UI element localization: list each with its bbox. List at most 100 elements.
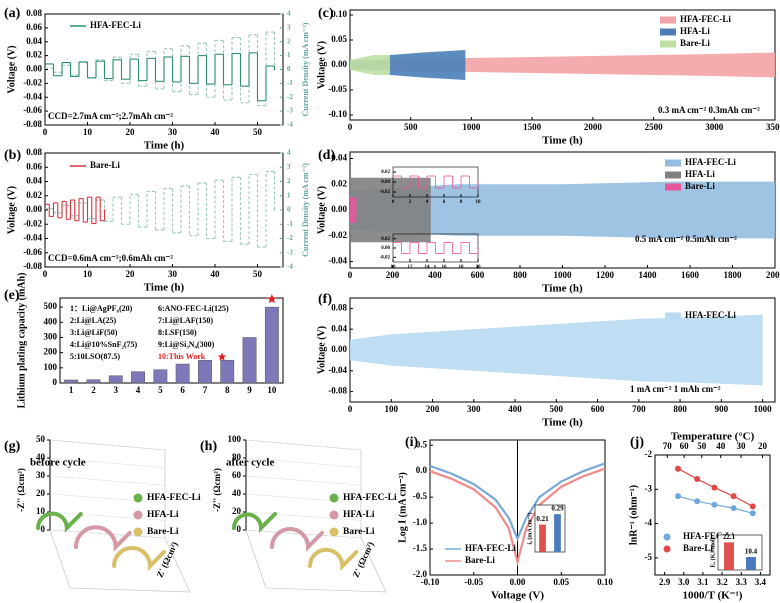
y2-tick-label: -3 [287, 248, 293, 256]
y2-tick-label: -2 [287, 93, 293, 101]
x-tick-label: 300 [467, 404, 481, 414]
x-tick-label: 400 [428, 270, 442, 280]
bar [242, 337, 257, 384]
y-tick-label: 0.04 [331, 153, 347, 163]
x-tick-label: 10 [83, 269, 93, 279]
x-tick-label: 0 [43, 127, 48, 137]
grid-line [245, 439, 362, 451]
voltage-band [350, 197, 357, 223]
y-tick-label: 0.00 [381, 180, 390, 185]
y2-tick-label: 0 [287, 206, 291, 214]
legend-label: Bare-Li [343, 527, 375, 537]
x-tick-label: 10 [83, 127, 93, 137]
x-tick-label: 2 [91, 385, 96, 395]
x-axis-label: Z' (Ωcm²) [351, 540, 376, 579]
x-tick-label: -0.10 [421, 577, 440, 587]
y-axis-label: Voltage (V) [316, 41, 327, 89]
x-tick-label: 40 [211, 269, 221, 279]
y-tick-label: 0.04 [26, 36, 42, 46]
y-axis-label: Voltage (V) [316, 326, 327, 374]
x-tick-label: 600 [591, 404, 605, 414]
y2-tick-label: 3 [287, 23, 291, 31]
x-tick-label: 2500 [645, 122, 664, 132]
y-tick-label: -0.04 [328, 365, 347, 375]
x-tick-label: 1000 [754, 404, 773, 414]
impedance-arc [74, 525, 132, 552]
y-tick-label: 0 [41, 524, 46, 534]
y-tick-label: 0.0 [416, 465, 428, 475]
x-axis-label: Time (h) [542, 135, 583, 147]
y2-tick-label: -3 [287, 107, 293, 115]
y-tick-label: -3 [645, 483, 653, 493]
y2-axis-label: Current Density (mA cm⁻²) [301, 22, 310, 116]
step-end [477, 181, 479, 183]
star-icon [267, 294, 277, 304]
y-tick-label: 0.02 [26, 190, 42, 200]
x-tick-label: 600 [471, 270, 485, 280]
y-tick-label: -2.0 [413, 569, 428, 579]
y-axis-label: Lithium plating capacity (mAh) [16, 273, 27, 409]
legend-label: Bare-Li [90, 160, 120, 170]
x-tick-label: 200 [426, 404, 440, 414]
x-tick-label: 1200 [596, 270, 615, 280]
x-tick-label: -0.05 [464, 577, 483, 587]
bar [220, 360, 235, 384]
legend-label: HFA-FEC-Li [680, 14, 731, 24]
data-point [675, 493, 681, 500]
x-tick-label: 1000 [554, 270, 573, 280]
x-tick-label: 18 [459, 265, 465, 270]
legend-note: 8:LSF(150) [158, 328, 197, 337]
x-tick-label: 8 [225, 385, 230, 395]
data-line [429, 462, 606, 542]
y2-tick-label: 2 [287, 177, 291, 185]
legend-swatch [329, 527, 339, 537]
x-tick-label: 20 [476, 265, 482, 270]
y-tick-label: 0.04 [26, 176, 42, 186]
legend-swatch [665, 171, 681, 179]
x-tick-label: 3.3 [736, 577, 748, 587]
y-tick-label: 0.00 [26, 204, 42, 214]
bar [746, 557, 756, 570]
x-tick-label: 16 [442, 265, 448, 270]
y-tick-label: -1.5 [413, 543, 428, 553]
y-tick-label: 200 [44, 347, 58, 357]
x-tick-label: 40 [211, 127, 221, 137]
y-tick-label: 0.04 [331, 323, 347, 333]
impedance-arc [232, 512, 277, 533]
y-tick-label: -0.06 [23, 105, 42, 115]
legend-label: HFA-Li [685, 169, 715, 179]
x-axis-label: Time (h) [542, 417, 583, 429]
data-line [429, 467, 606, 567]
y2-tick-label: -1 [287, 79, 293, 87]
data-point [730, 505, 737, 512]
y-tick-label: 60 [232, 470, 242, 480]
x-tick-label: 20 [126, 127, 136, 137]
voltage-band [350, 177, 431, 243]
x-axis-label: Time (h) [144, 140, 185, 152]
legend-note: 6:ANO-FEC-Li(125) [158, 304, 229, 313]
legend-label: HFA-FEC-Li [147, 493, 201, 503]
x2-tick-label: 20 [758, 441, 768, 451]
y-tick-label: -0.10 [328, 109, 347, 119]
panel-label: (i) [405, 435, 419, 450]
impedance-arc [270, 527, 324, 552]
y-tick-label: 100 [228, 434, 242, 444]
y-tick-label: -0.08 [23, 261, 42, 271]
y-tick-label: -0.08 [23, 119, 42, 129]
y-axis-label: Voltage (V) [6, 186, 17, 234]
y-tick-label: 500 [44, 301, 58, 311]
y-tick-label: -0.06 [23, 247, 42, 257]
voltage-band [350, 314, 763, 386]
x-tick-label: 8 [460, 200, 463, 205]
legend-swatch [660, 28, 676, 36]
annotation: 0.5 mA cm⁻² 0.5mAh cm⁻² [635, 234, 737, 244]
value-label: 22.1 [723, 533, 736, 541]
y-tick-label: 0.06 [26, 161, 42, 171]
legend-label: HFA-FEC-Li [465, 543, 516, 553]
plot-frame [654, 454, 771, 576]
annotation: 1 mA cm⁻² 1 mAh cm⁻² [630, 384, 721, 394]
y2-tick-label: -4 [287, 263, 293, 271]
panel-label: (j) [630, 435, 644, 450]
legend-label: Bare-Li [465, 555, 495, 565]
y2-tick-label: 3 [287, 163, 291, 171]
